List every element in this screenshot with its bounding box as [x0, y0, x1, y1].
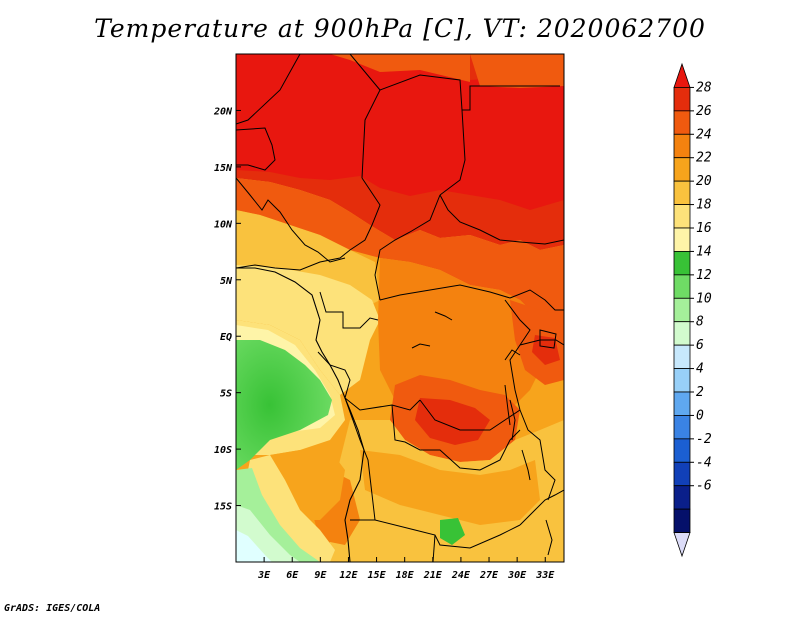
colorbar-label: -2	[696, 432, 712, 447]
y-tick-label: EQ	[220, 332, 232, 343]
y-tick-label: 5N	[220, 276, 233, 287]
x-tick-label: 12E	[339, 570, 358, 581]
x-tick-label: 33E	[535, 570, 555, 581]
colorbar-swatch	[673, 157, 691, 182]
x-tick-label: 27E	[479, 570, 499, 581]
colorbar-label: 12	[696, 268, 712, 283]
field-north-hottest	[236, 54, 564, 210]
x-tick-label: 18E	[396, 570, 415, 581]
field-south-orange	[360, 450, 540, 525]
grads-credit: GrADS: IGES/COLA	[4, 603, 101, 614]
x-tick-label: 30E	[507, 570, 527, 581]
colorbar-swatch	[673, 391, 691, 416]
field-lakes-red	[532, 335, 560, 365]
colorbar-swatch	[673, 438, 691, 463]
y-tick-label: 10N	[214, 219, 233, 230]
temperature-field	[236, 54, 564, 562]
x-tick-label: 21E	[423, 570, 443, 581]
colorbar-swatch	[673, 110, 691, 135]
field-west-lightyellow	[236, 265, 380, 395]
x-tick-label: 9E	[314, 570, 327, 581]
colorbar-swatch	[673, 133, 691, 159]
field-east-orange	[470, 54, 564, 88]
x-axis: 3E 6E 9E 12E 15E 18E 21E 24E 27E 30E 33E	[257, 557, 555, 581]
colorbar-swatch	[673, 227, 691, 252]
map-frame	[235, 53, 565, 563]
field-atlantic-green	[236, 340, 332, 470]
colorbar-label: 26	[696, 104, 712, 119]
colorbar-label: 28	[696, 80, 712, 95]
colorbar-label: 10	[696, 291, 712, 306]
y-tick-label: 20N	[213, 106, 233, 117]
colorbar-label: 18	[696, 198, 712, 213]
field-atlantic-cyan	[236, 530, 272, 562]
colorbar-swatch	[673, 274, 691, 299]
x-tick-label: 6E	[286, 570, 299, 581]
colorbar-label: 16	[696, 221, 712, 236]
coastline	[236, 267, 365, 562]
colorbar-label: 20	[696, 174, 712, 189]
colorbar-label: 14	[696, 244, 712, 259]
country-boundaries	[236, 54, 564, 562]
colorbar-label: 6	[696, 338, 704, 353]
chart-title: Temperature at 900hPa [C], VT: 202006270…	[94, 14, 706, 43]
colorbar-swatch	[673, 532, 691, 558]
colorbar-swatch	[673, 485, 691, 510]
lakes	[411, 311, 557, 556]
colorbar-label: 2	[696, 385, 704, 400]
colorbar-swatch	[673, 508, 691, 533]
colorbar-label: 8	[696, 315, 704, 330]
x-tick-label: 3E	[257, 570, 271, 581]
colorbar-label: -6	[696, 479, 712, 494]
colorbar-swatch	[673, 204, 691, 229]
colorbar-swatch	[673, 87, 691, 112]
colorbar-label: 24	[696, 127, 712, 142]
colorbar-swatch	[673, 344, 691, 369]
colorbar-swatch	[673, 368, 691, 393]
colorbar-swatch	[673, 415, 691, 440]
x-tick-label: 15E	[368, 570, 387, 581]
field-okavango-green	[440, 518, 465, 545]
colorbar-swatch	[673, 321, 691, 346]
y-axis: 20N 15N 10N 5N EQ 5S 10S 15S	[213, 106, 241, 513]
colorbar-label: 4	[696, 362, 704, 377]
colorbar-label: 22	[696, 151, 712, 166]
field-hot-core	[415, 398, 490, 445]
y-tick-label: 5S	[220, 389, 232, 400]
colorbar-swatch	[673, 297, 691, 323]
colorbar-swatch	[673, 62, 691, 88]
y-tick-label: 10S	[214, 445, 232, 456]
field-sahel-orange	[236, 178, 564, 330]
colorbar-swatch	[673, 180, 691, 205]
field-atlantic-south-yellow	[245, 455, 335, 562]
colorbar-swatch	[673, 251, 691, 276]
x-tick-label: 24E	[451, 570, 471, 581]
field-north-orange	[330, 54, 470, 82]
colorbar-swatch	[673, 461, 691, 487]
y-tick-label: 15N	[214, 163, 233, 174]
colorbar-label: 0	[696, 408, 704, 423]
y-tick-label: 15S	[214, 502, 232, 513]
colorbar-label: -4	[696, 455, 712, 470]
